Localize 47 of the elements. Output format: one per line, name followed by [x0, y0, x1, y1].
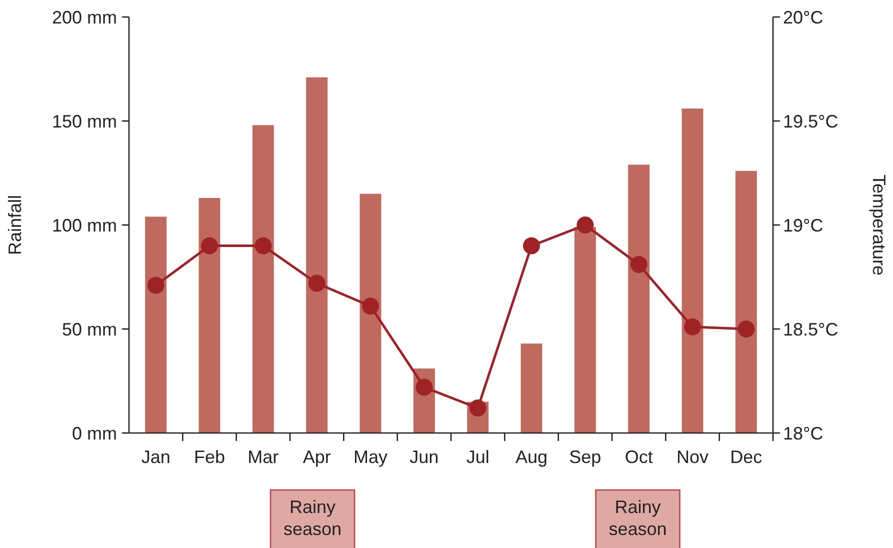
- x-tick-label: Dec: [730, 447, 762, 467]
- x-tick-label: Oct: [624, 447, 653, 467]
- x-tick-label: Nov: [676, 447, 709, 467]
- bar: [628, 164, 650, 433]
- y-tick-label: 0 mm: [72, 423, 117, 444]
- y2-tick-label: 19.5°C: [783, 111, 838, 132]
- x-tick-label: Mar: [248, 447, 279, 467]
- y2-axis-title: Temperature: [869, 174, 889, 276]
- bar: [145, 216, 167, 433]
- x-tick-label: May: [353, 447, 388, 467]
- bar: [574, 227, 596, 433]
- y2-tick-label: 18°C: [783, 423, 824, 444]
- point: [576, 216, 594, 234]
- y2-tick-label: 20°C: [783, 7, 824, 28]
- point: [254, 237, 272, 254]
- y2-tick-label: 19°C: [783, 215, 824, 236]
- point: [416, 378, 433, 396]
- point: [684, 318, 701, 336]
- x-tick-label: Jul: [466, 447, 490, 467]
- x-tick-label: Aug: [515, 447, 548, 467]
- point: [523, 237, 540, 254]
- x-tick-label: Feb: [194, 447, 226, 467]
- y2-tick-label: 18.5°C: [783, 319, 838, 340]
- text: Rainy season: [284, 497, 342, 539]
- y-tick-label: 150 mm: [52, 111, 117, 132]
- x-tick-label: Apr: [302, 447, 331, 467]
- point: [201, 237, 218, 254]
- bar: [306, 77, 328, 433]
- x-tick-label: Jan: [141, 447, 170, 467]
- point: [630, 256, 648, 274]
- bar: [360, 194, 382, 433]
- point: [362, 298, 379, 315]
- y-tick-label: 100 mm: [52, 215, 117, 236]
- y-tick-label: 200 mm: [52, 7, 117, 28]
- point: [308, 274, 326, 292]
- bar: [735, 170, 757, 433]
- bar: [252, 125, 274, 433]
- text: Rainy season: [608, 497, 667, 539]
- y-axis-title: Rainfall: [5, 194, 25, 256]
- bar: [198, 198, 220, 433]
- point: [147, 276, 164, 294]
- x-tick-label: Sep: [569, 447, 602, 467]
- bar: [682, 108, 704, 433]
- point: [738, 320, 755, 338]
- y-tick-label: 50 mm: [62, 319, 117, 340]
- bar: [520, 344, 542, 433]
- x-tick-label: Jun: [410, 447, 439, 467]
